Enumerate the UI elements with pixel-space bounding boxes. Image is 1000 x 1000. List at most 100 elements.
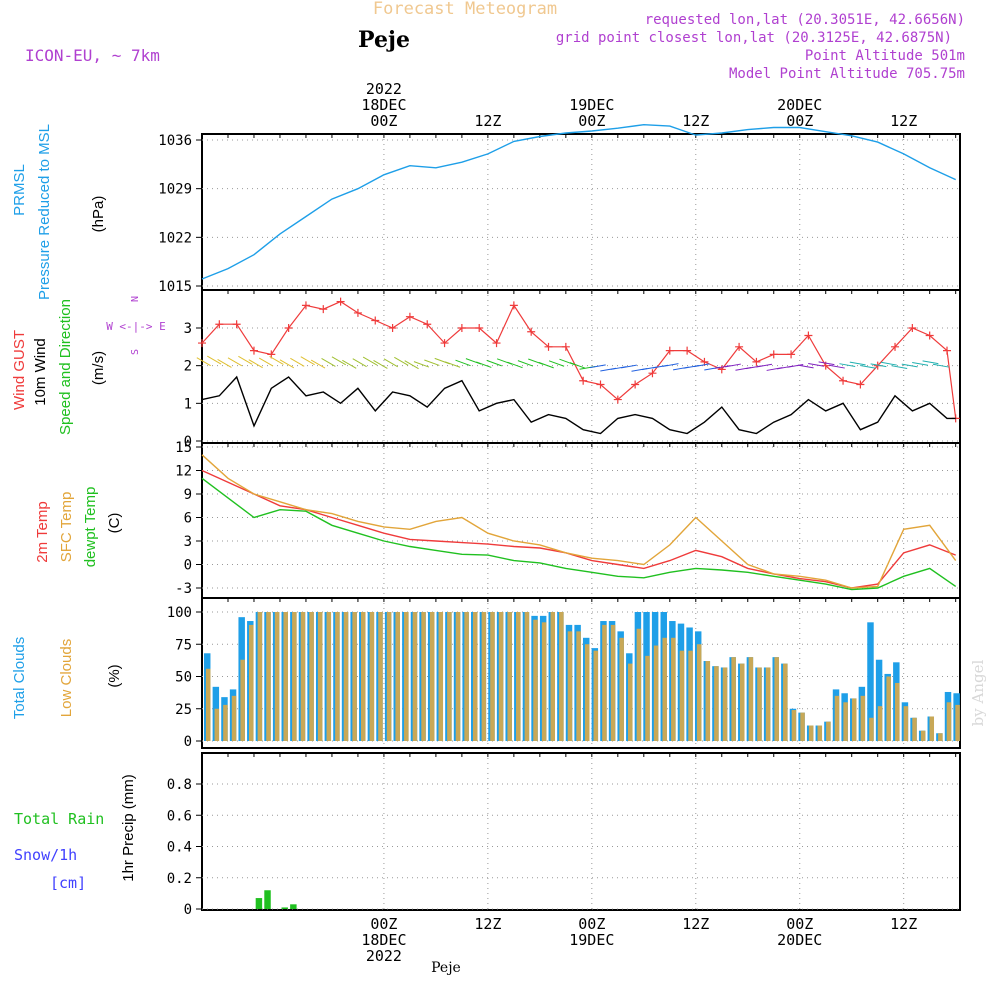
station-title: Peje [358, 27, 410, 53]
snow-unit: [cm] [50, 874, 86, 892]
gridpoint-coords: grid point closest lon,lat (20.3125E, 42… [556, 30, 952, 46]
gust-marker [492, 339, 501, 348]
gust-marker [648, 369, 657, 378]
low-cloud-bar [378, 612, 383, 741]
gust-marker [353, 308, 362, 317]
low-cloud-bar [335, 612, 340, 741]
low-cloud-bar [309, 612, 314, 741]
low-cloud-bar [464, 612, 469, 741]
low-cloud-bar [240, 659, 245, 741]
bottom-time-label: 00Z [786, 915, 813, 933]
top-title: Forecast Meteogram [373, 0, 557, 19]
model-label: ICON-EU, ~ 7km [25, 46, 160, 65]
gust-marker [631, 380, 640, 389]
low-cloud-bar [619, 637, 624, 741]
low-cloud-bar [705, 661, 711, 741]
wind-direction-arrow [206, 355, 222, 365]
low-cloud-bar [266, 612, 271, 741]
wind-direction-arrow [538, 361, 554, 369]
low-cloud-bar [860, 695, 866, 741]
wind-direction-arrow [279, 359, 295, 369]
temp-ytick-label: 0 [184, 558, 192, 574]
wind-direction-arrow [342, 359, 357, 369]
wind-direction-arrow [880, 361, 897, 366]
low-cloud-bar [283, 612, 288, 741]
low-cloud-bar [955, 704, 960, 741]
gust-marker [336, 297, 345, 306]
bottom-time-label: 20DEC [777, 931, 822, 949]
point-altitude: Point Altitude 501m [805, 48, 965, 64]
wind-direction-arrow [828, 364, 845, 369]
low-cloud-bar [696, 644, 702, 741]
low-cloud-bar [869, 717, 874, 741]
wind-direction-arrow [258, 357, 274, 367]
gust-marker [457, 324, 466, 332]
gust-marker [613, 395, 622, 404]
bottom-time-label: 18DEC [361, 931, 406, 949]
dewpoint-line [201, 477, 957, 591]
cloud-label-2: Low Clouds [58, 639, 75, 717]
pressure-unit: (hPa) [90, 196, 107, 233]
low-cloud-bar [817, 725, 823, 741]
wind-direction-arrow [548, 360, 565, 367]
sfc-temp-line [201, 454, 957, 589]
low-cloud-bar [628, 663, 633, 741]
wind10m-line [201, 375, 956, 435]
wind-unit: (m/s) [90, 351, 107, 385]
low-cloud-bar [541, 622, 547, 741]
total-cloud-bar [867, 622, 874, 741]
top-time-label: 18DEC [361, 96, 406, 114]
top-time-label: 2022 [366, 80, 402, 98]
wind-direction-arrow [922, 360, 939, 365]
clouds-ytick-label: 50 [175, 670, 192, 686]
low-cloud-bar [404, 612, 409, 741]
clouds-ytick-label: 25 [175, 702, 192, 718]
wind-direction-arrow [383, 358, 399, 368]
top-time-label: 20DEC [777, 96, 822, 114]
low-cloud-bar [714, 666, 719, 741]
wind-label-3: Speed and Direction [57, 299, 74, 435]
wind-direction-arrow [444, 361, 461, 368]
temp-ytick-label: 6 [184, 511, 192, 527]
low-cloud-bar [533, 619, 538, 741]
wind-direction-arrow [808, 362, 825, 367]
wind-direction-arrow [310, 359, 326, 369]
wind-ytick-label: 0 [184, 434, 192, 450]
top-time-label: 19DEC [569, 96, 614, 114]
top-time-label: 00Z [578, 112, 605, 130]
temp2m-line [201, 469, 956, 589]
temp-label-3: dewpt Temp [82, 487, 99, 568]
wind-direction-arrow [227, 357, 243, 367]
low-cloud-bar [205, 668, 211, 741]
low-cloud-bar [662, 637, 667, 741]
low-cloud-bar [791, 710, 797, 741]
cloud-labels: Total Clouds Low Clouds (%) [11, 637, 123, 720]
wind-direction-arrow [787, 363, 804, 368]
bottom-time-label: 19DEC [569, 931, 614, 949]
wind-direction-arrow [455, 359, 471, 367]
low-cloud-bar [808, 725, 814, 741]
top-time-label: 00Z [370, 112, 397, 130]
low-cloud-bar [249, 624, 254, 741]
gust-marker [319, 305, 328, 314]
wind-direction-arrow [797, 364, 814, 369]
wind-direction-arrow [860, 364, 877, 369]
low-cloud-bar [739, 663, 745, 741]
gust-marker [440, 339, 449, 348]
low-cloud-bar [550, 612, 556, 741]
gust-marker [925, 331, 934, 340]
rain-bar [264, 890, 271, 909]
wind-direction-arrow [849, 361, 866, 366]
top-time-label: 12Z [474, 112, 501, 130]
low-cloud-bar [223, 704, 228, 741]
clouds-ytick-label: 100 [167, 605, 192, 621]
top-time-label: 12Z [682, 112, 709, 130]
low-cloud-bar [636, 628, 642, 741]
wind-direction-arrow [756, 363, 773, 368]
precip-frame [201, 752, 961, 911]
bottom-time-label: 00Z [370, 915, 397, 933]
wind-direction-arrow [693, 363, 710, 368]
low-cloud-bar [352, 612, 357, 741]
gust-marker [735, 342, 744, 351]
